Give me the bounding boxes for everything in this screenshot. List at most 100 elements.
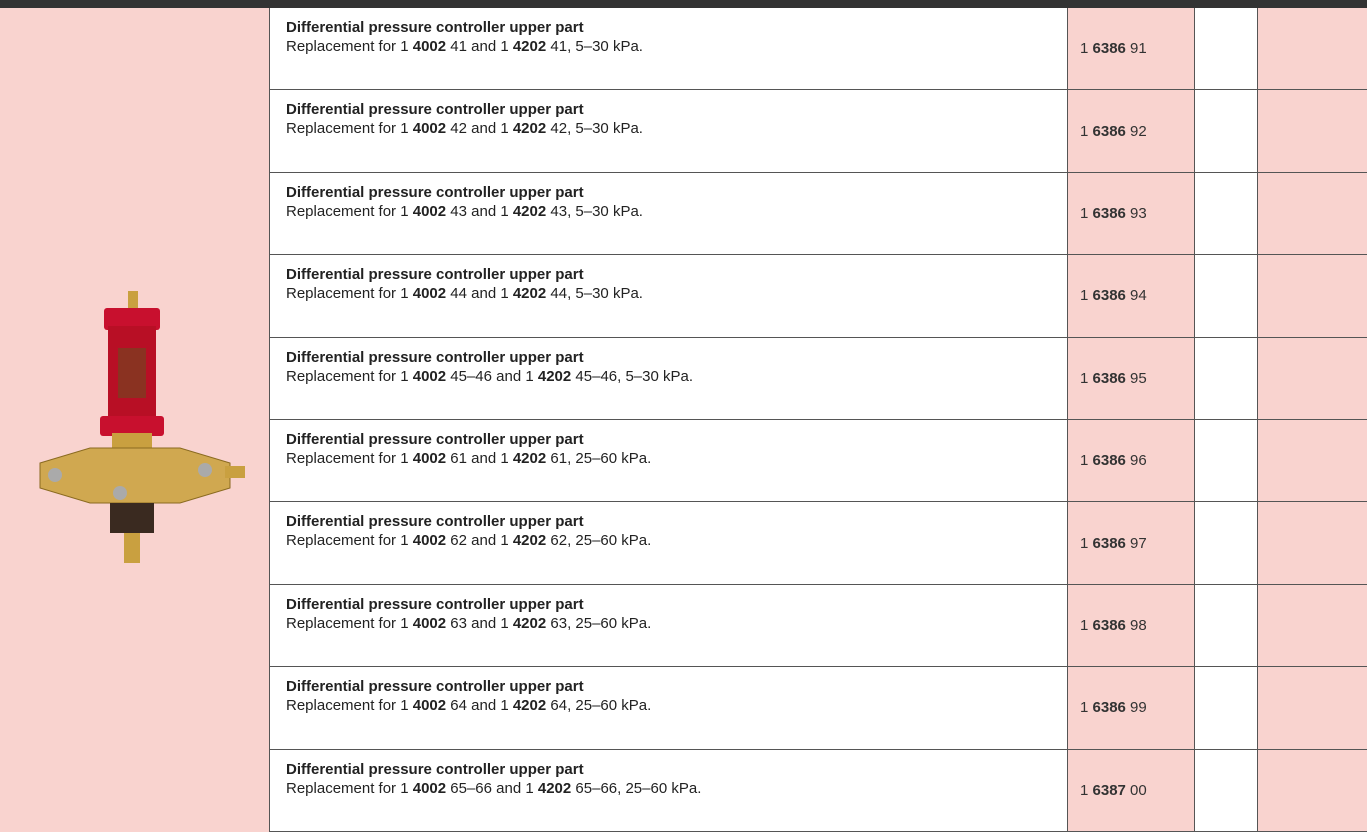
item-title: Differential pressure controller upper p…: [286, 760, 584, 778]
text: 43 and 1: [446, 202, 513, 220]
text: 99: [1125, 699, 1147, 717]
text: 64, 25–60 kPa.: [546, 697, 652, 715]
article-text: 1 6386 97: [1080, 535, 1147, 552]
item-description: Replacement for 1 4002 44 and 1 4202 44,…: [286, 285, 1067, 302]
article-text: 1 6386 99: [1080, 699, 1147, 716]
description-cell: Differential pressure controller upper p…: [270, 502, 1068, 584]
text: 95: [1125, 369, 1147, 387]
text: 97: [1125, 534, 1147, 552]
article-text: 1 6386 92: [1080, 123, 1147, 140]
blank-cell: [1195, 90, 1258, 172]
text: Replacement for 1: [286, 120, 413, 138]
bold-text: 4002: [412, 120, 447, 138]
bold-text: 6386: [1092, 122, 1126, 140]
pink-cell: [1258, 255, 1367, 337]
pink-cell: [1258, 419, 1367, 502]
item-description: Replacement for 1 4002 63 and 1 4202 63,…: [286, 615, 1067, 632]
text: 45–46 and 1: [446, 367, 538, 385]
description-cell: Differential pressure controller upper p…: [270, 8, 1068, 90]
article-number: 1 6387 00: [1068, 749, 1195, 831]
pink-cell: [1258, 584, 1367, 667]
text: 45–46, 5–30 kPa.: [571, 367, 694, 385]
description-cell: Differential pressure controller upper p…: [270, 584, 1068, 667]
bold-text: 4202: [537, 779, 572, 797]
bold-text: 4202: [512, 449, 547, 467]
text: 65–66 and 1: [446, 779, 538, 797]
text: Replacement for 1: [286, 367, 413, 385]
description-cell: Differential pressure controller upper p…: [270, 419, 1068, 502]
table-row: Differential pressure controller upper p…: [270, 337, 1367, 420]
item-description: Replacement for 1 4002 43 and 1 4202 43,…: [286, 203, 1067, 220]
article-number: 1 6386 94: [1068, 255, 1195, 337]
table-row: Differential pressure controller upper p…: [270, 90, 1367, 173]
blank-cell: [1195, 255, 1258, 337]
product-image: [39, 291, 245, 563]
bold-text: 6387: [1092, 781, 1126, 799]
text: 1: [1080, 122, 1093, 140]
article-text: 1 6386 91: [1080, 40, 1147, 57]
text: Replacement for 1: [286, 532, 413, 550]
description-cell: Differential pressure controller upper p…: [270, 337, 1068, 419]
bold-text: 4202: [512, 697, 547, 715]
text: 1: [1080, 204, 1093, 222]
product-image-cell: [0, 8, 270, 832]
pink-cell: [1258, 667, 1367, 749]
blank-cell: [1195, 502, 1258, 584]
bold-text: 4002: [412, 38, 447, 55]
description-cell: Differential pressure controller upper p…: [270, 172, 1068, 255]
text: 94: [1125, 287, 1147, 305]
description-cell: Differential pressure controller upper p…: [270, 667, 1068, 749]
bold-text: 4202: [512, 202, 547, 220]
pink-cell: [1258, 337, 1367, 419]
text: 92: [1125, 122, 1147, 140]
text: 44, 5–30 kPa.: [546, 285, 643, 303]
table-row: Differential pressure controller upper p…: [270, 8, 1367, 91]
bold-text: 6386: [1092, 616, 1126, 634]
text: Replacement for 1: [286, 697, 413, 715]
blank-cell: [1195, 584, 1258, 667]
text: 98: [1125, 616, 1147, 634]
bold-text: 6386: [1092, 369, 1126, 387]
blank-cell: [1195, 172, 1258, 255]
article-text: 1 6386 95: [1080, 370, 1147, 387]
text: Replacement for 1: [286, 779, 413, 797]
bold-text: 4202: [512, 532, 547, 550]
article-text: 1 6386 98: [1080, 617, 1147, 634]
bold-text: 6386: [1092, 287, 1126, 305]
item-description: Replacement for 1 4002 41 and 1 4202 41,…: [286, 38, 1067, 55]
bold-text: 6386: [1092, 534, 1126, 552]
bold-text: 6386: [1092, 40, 1126, 58]
table-row: Differential pressure controller upper p…: [270, 419, 1367, 503]
text: 62, 25–60 kPa.: [546, 532, 652, 550]
text: 61, 25–60 kPa.: [546, 449, 652, 467]
text: 1: [1080, 534, 1093, 552]
article-number: 1 6386 91: [1068, 8, 1195, 90]
bold-text: 4002: [412, 285, 447, 303]
blank-cell: [1195, 419, 1258, 502]
table-row: Differential pressure controller upper p…: [270, 667, 1367, 750]
text: 1: [1080, 699, 1093, 717]
text: Replacement for 1: [286, 202, 413, 220]
item-title: Differential pressure controller upper p…: [286, 513, 584, 531]
text: 1: [1080, 781, 1093, 799]
text: 00: [1125, 781, 1147, 799]
text: 63 and 1: [446, 614, 513, 632]
text: Replacement for 1: [286, 285, 413, 303]
text: 1: [1080, 616, 1093, 634]
text: Replacement for 1: [286, 614, 413, 632]
blank-cell: [1195, 337, 1258, 419]
item-description: Replacement for 1 4002 45–46 and 1 4202 …: [286, 368, 1067, 385]
text: 1: [1080, 452, 1093, 470]
item-description: Replacement for 1 4002 62 and 1 4202 62,…: [286, 532, 1067, 549]
pink-cell: [1258, 749, 1367, 831]
table-row: Differential pressure controller upper p…: [270, 749, 1367, 832]
item-description: Replacement for 1 4002 64 and 1 4202 64,…: [286, 697, 1067, 714]
item-title: Differential pressure controller upper p…: [286, 19, 584, 36]
text: Replacement for 1: [286, 449, 413, 467]
text: 1: [1080, 40, 1093, 58]
text: 63, 25–60 kPa.: [546, 614, 652, 632]
text: Replacement for 1: [286, 38, 413, 55]
blank-cell: [1195, 667, 1258, 749]
bold-text: 6386: [1092, 699, 1126, 717]
pink-cell: [1258, 8, 1367, 90]
